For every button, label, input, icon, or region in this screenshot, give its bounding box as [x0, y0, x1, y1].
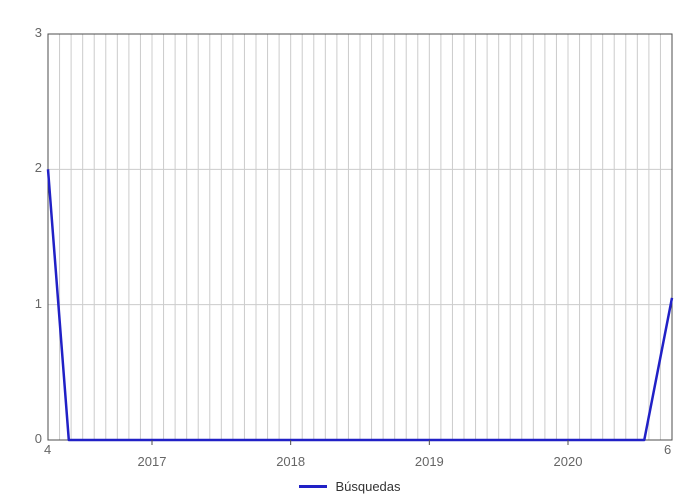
y-tick-label: 1 [24, 296, 42, 311]
legend: Búsquedas [0, 478, 700, 494]
x-tick-label: 2020 [548, 454, 588, 469]
x-tick-label: 2018 [271, 454, 311, 469]
chart-container: Búsquedas 2024 de Neder Rijn Holding Maa… [0, 0, 700, 500]
x-tick-label: 2019 [409, 454, 449, 469]
secondary-axis-label: 6 [664, 442, 671, 457]
secondary-axis-label: 4 [44, 442, 51, 457]
y-tick-label: 0 [24, 431, 42, 446]
x-tick-label: 2017 [132, 454, 172, 469]
y-tick-label: 2 [24, 160, 42, 175]
legend-swatch [299, 485, 327, 488]
chart-plot [0, 0, 700, 500]
y-tick-label: 3 [24, 25, 42, 40]
legend-label: Búsquedas [335, 479, 400, 494]
